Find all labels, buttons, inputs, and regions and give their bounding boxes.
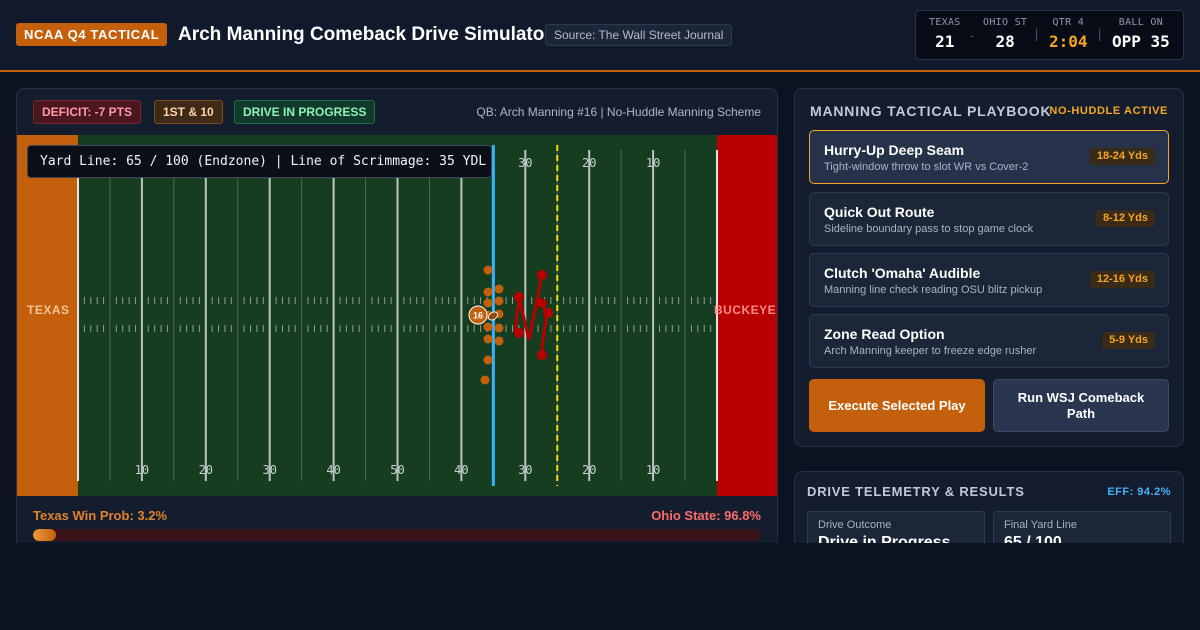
team1-score: 21	[935, 32, 955, 51]
football-field[interactable]: TEXAS 10 20 30 40 50 40 30 20 10 30 20 10 16 BUCKEY…	[17, 135, 778, 496]
yard-number: 40	[326, 463, 340, 477]
play-yardage-badge: 12-16 Yds	[1089, 271, 1155, 288]
quarter-label: QTR 4	[1052, 17, 1085, 28]
deficit-badge: DEFICIT: -7 PTS	[33, 100, 142, 124]
yard-number: 30	[262, 463, 276, 477]
ball-on-label: BALL ON	[1118, 17, 1164, 28]
top-bar: NCAA Q4 TACTICAL Arch Manning Comeback D…	[0, 0, 1200, 72]
qb-number: 16	[473, 311, 483, 321]
playbook-title: MANNING TACTICAL PLAYBOOK	[810, 103, 1052, 119]
defense-player	[537, 270, 547, 280]
team1-label: TEXAS	[929, 17, 961, 28]
texas-endzone	[17, 135, 78, 496]
play-card-omaha-audible[interactable]: Clutch 'Omaha' Audible Manning line chec…	[809, 253, 1169, 307]
defense-route	[513, 274, 544, 341]
playbook-panel: MANNING TACTICAL PLAYBOOK NO-HUDDLE ACTI…	[794, 88, 1184, 447]
team2-score-block: OHIO ST 28	[983, 17, 1027, 51]
texas-win-prob: Texas Win Prob: 3.2%	[33, 508, 168, 523]
run-wsj-path-button[interactable]: Run WSJ Comeback Path	[993, 379, 1169, 432]
play-description: Tight-window throw to slot WR vs Cover-2	[824, 161, 1029, 173]
play-yardage-badge: 5-9 Yds	[1102, 332, 1155, 349]
qb-info: QB: Arch Manning #16 | No-Huddle Manning…	[476, 105, 761, 119]
defense-player	[537, 298, 547, 308]
team2-label: OHIO ST	[983, 17, 1028, 28]
yard-number: 40	[454, 463, 468, 477]
play-name: Clutch 'Omaha' Audible	[824, 265, 981, 281]
yard-number: 50	[390, 463, 404, 477]
ohio-state-endzone	[717, 135, 777, 496]
play-card-quick-out-route[interactable]: Quick Out Route Sideline boundary pass t…	[809, 192, 1169, 246]
ncaa-badge: NCAA Q4 TACTICAL	[16, 23, 168, 46]
defense-player	[543, 308, 553, 318]
execute-play-button[interactable]: Execute Selected Play	[809, 379, 985, 432]
yard-number: 20	[199, 463, 213, 477]
texas-win-prob-fill	[33, 529, 57, 541]
yard-number: 30	[518, 156, 532, 170]
scoreboard: TEXAS 21 - OHIO ST 28 | QTR 4 2:04 | BAL…	[915, 10, 1184, 60]
yard-number: 10	[135, 463, 149, 477]
yard-number: 10	[646, 463, 660, 477]
play-yardage-badge: 18-24 Yds	[1089, 148, 1155, 165]
drive-status-badge: DRIVE IN PROGRESS	[234, 100, 376, 124]
yard-number: 20	[582, 156, 596, 170]
team1-score-block: TEXAS 21	[929, 17, 961, 51]
offense-player	[494, 284, 504, 294]
source-label: Source: The Wall Street Journal	[545, 24, 733, 46]
ball-on-block: BALL ON OPP 35	[1112, 17, 1170, 51]
offense-player	[483, 265, 493, 275]
offense-player	[494, 296, 504, 306]
play-card-hurry-up-deep-seam[interactable]: Hurry-Up Deep Seam Tight-window throw to…	[809, 130, 1169, 184]
play-yardage-badge: 8-12 Yds	[1095, 210, 1155, 227]
texas-endzone-label: TEXAS	[27, 303, 70, 317]
qb-marker	[468, 305, 488, 325]
quarter-block: QTR 4 2:04	[1049, 17, 1088, 51]
bottom-background	[0, 543, 1200, 630]
field-markings: 10 20 30 40 50 40 30 20 10 30 20 10 16	[77, 145, 718, 486]
offense-player	[483, 334, 493, 344]
offense-player	[494, 323, 504, 333]
win-prob-bar	[33, 529, 761, 541]
defense-player	[514, 328, 524, 338]
offense-player	[480, 375, 490, 385]
game-clock: 2:04	[1049, 32, 1088, 51]
play-description: Sideline boundary pass to stop game cloc…	[824, 223, 1034, 235]
app-title: Arch Manning Comeback Drive Simulator	[178, 24, 552, 45]
ohio-state-win-prob: Ohio State: 96.8%	[651, 508, 761, 523]
play-name: Hurry-Up Deep Seam	[824, 142, 965, 158]
scoreboard-divider: |	[1033, 27, 1041, 41]
play-name: Zone Read Option	[824, 326, 945, 342]
down-distance-badge: 1ST & 10	[154, 100, 223, 124]
yard-number: 30	[518, 463, 532, 477]
offense-player	[483, 355, 493, 365]
yard-number: 10	[646, 156, 660, 170]
football-icon	[488, 311, 498, 321]
offense-player	[483, 298, 493, 308]
play-name: Quick Out Route	[824, 204, 935, 220]
field-panel: DEFICIT: -7 PTS 1ST & 10 DRIVE IN PROGRE…	[16, 88, 778, 558]
ball-on-value: OPP 35	[1112, 32, 1170, 51]
drive-outcome-label: Drive Outcome	[818, 519, 892, 531]
score-dash: -	[968, 29, 976, 43]
offense-player	[483, 287, 493, 297]
defense-player	[537, 350, 547, 360]
ohio-state-endzone-label: BUCKEYES	[714, 303, 778, 317]
final-yard-line-label: Final Yard Line	[1004, 519, 1077, 531]
defense-player	[514, 292, 524, 302]
yard-line-tooltip: Yard Line: 65 / 100 (Endzone) | Line of …	[27, 145, 492, 178]
offense-player	[483, 322, 493, 332]
play-description: Manning line check reading OSU blitz pic…	[824, 284, 1043, 296]
scoreboard-divider: |	[1096, 27, 1104, 41]
no-huddle-status: NO-HUDDLE ACTIVE	[1049, 105, 1168, 117]
yard-number: 20	[582, 463, 596, 477]
team2-score: 28	[995, 32, 1015, 51]
telemetry-title: DRIVE TELEMETRY & RESULTS	[807, 484, 1025, 499]
efficiency-value: EFF: 94.2%	[1107, 486, 1171, 498]
offense-player	[494, 336, 504, 346]
play-card-zone-read-option[interactable]: Zone Read Option Arch Manning keeper to …	[809, 314, 1169, 368]
play-description: Arch Manning keeper to freeze edge rushe…	[824, 345, 1037, 357]
